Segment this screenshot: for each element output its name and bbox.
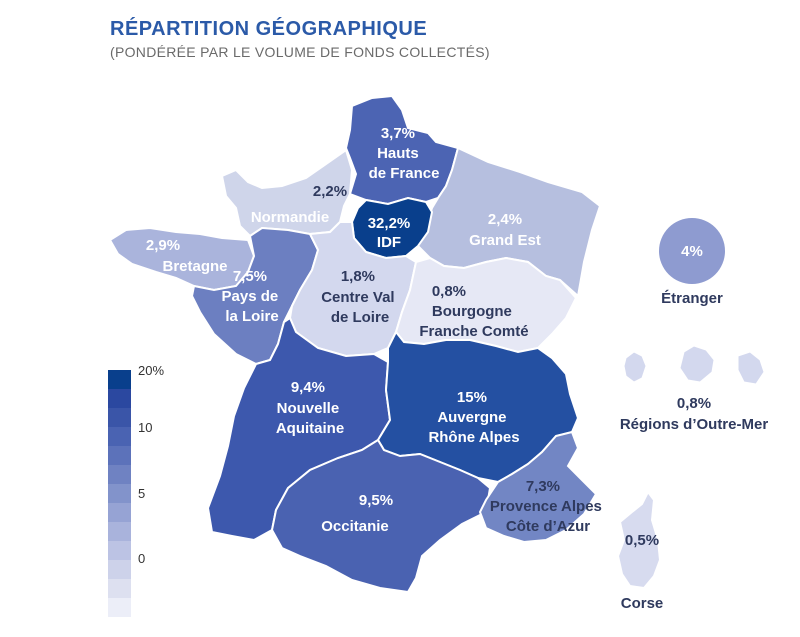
legend-tick-10: 10 [138, 420, 153, 435]
legend-step [108, 446, 131, 465]
label-nouvelle-aquitaine: 9,4% Nouvelle Aquitaine [276, 379, 344, 437]
legend-step [108, 427, 131, 446]
label-normandie-name: Normandie [251, 209, 329, 226]
region-corse[interactable] [616, 490, 662, 590]
label-corse-pct: 0,5% [625, 532, 659, 549]
label-grand-est-pct: 2,4% [488, 211, 522, 228]
legend-tick-0: 0 [138, 551, 146, 566]
label-etranger-pct: 4% [681, 243, 703, 260]
legend-step [108, 560, 131, 579]
legend-step [108, 389, 131, 408]
label-hauts-de-france: 3,7% Hauts de France [369, 125, 440, 182]
label-corse-name: Corse [621, 595, 664, 612]
label-paca: 7,3% Provence Alpes Côte d’Azur [490, 478, 606, 535]
label-normandie-pct: 2,2% [313, 183, 347, 200]
label-occitanie-pct: 9,5% [359, 492, 393, 509]
label-outre-mer-name: Régions d’Outre-Mer [620, 416, 769, 433]
label-auvergne-rhone-alpes: 15% Auvergne Rhône Alpes [428, 389, 519, 446]
label-outre-mer-pct: 0,8% [677, 395, 711, 412]
outre-mer-island-1[interactable] [623, 351, 647, 383]
label-idf-pct: 32,2% [368, 215, 411, 232]
color-scale-legend [108, 370, 131, 617]
label-bretagne-pct: 2,9% [146, 237, 180, 254]
legend-step [108, 598, 131, 617]
label-bourgogne-franche-comte: 0,8% Bourgogne Franche Comté [419, 283, 528, 340]
legend-step [108, 408, 131, 427]
outre-mer-island-3[interactable] [737, 351, 765, 385]
map-title: RÉPARTITION GÉOGRAPHIQUE [110, 18, 428, 40]
label-bretagne-name: Bretagne [162, 258, 227, 275]
map-subtitle: (PONDÉRÉE PAR LE VOLUME DE FONDS COLLECT… [110, 44, 490, 60]
label-grand-est-name: Grand Est [469, 232, 541, 249]
legend-step [108, 522, 131, 541]
region-paca[interactable] [478, 430, 598, 544]
region-etranger[interactable] [659, 218, 725, 284]
legend-tick-5: 5 [138, 486, 146, 501]
label-occitanie-name: Occitanie [321, 518, 389, 535]
legend-step [108, 370, 131, 389]
label-idf-name: IDF [377, 234, 401, 251]
region-occitanie[interactable] [270, 438, 492, 594]
legend-step [108, 503, 131, 522]
label-etranger-name: Étranger [661, 290, 723, 307]
legend-tick-20: 20% [138, 363, 165, 378]
label-pays-de-la-loire: 7,5% Pays de la Loire [222, 268, 283, 325]
label-centre-val-de-loire: 1,8% Centre Val de Loire [321, 268, 399, 326]
legend-step [108, 541, 131, 560]
legend-step [108, 484, 131, 503]
region-normandie[interactable] [220, 148, 354, 238]
legend-step [108, 465, 131, 484]
outre-mer-island-2[interactable] [679, 345, 715, 383]
legend-step [108, 579, 131, 598]
